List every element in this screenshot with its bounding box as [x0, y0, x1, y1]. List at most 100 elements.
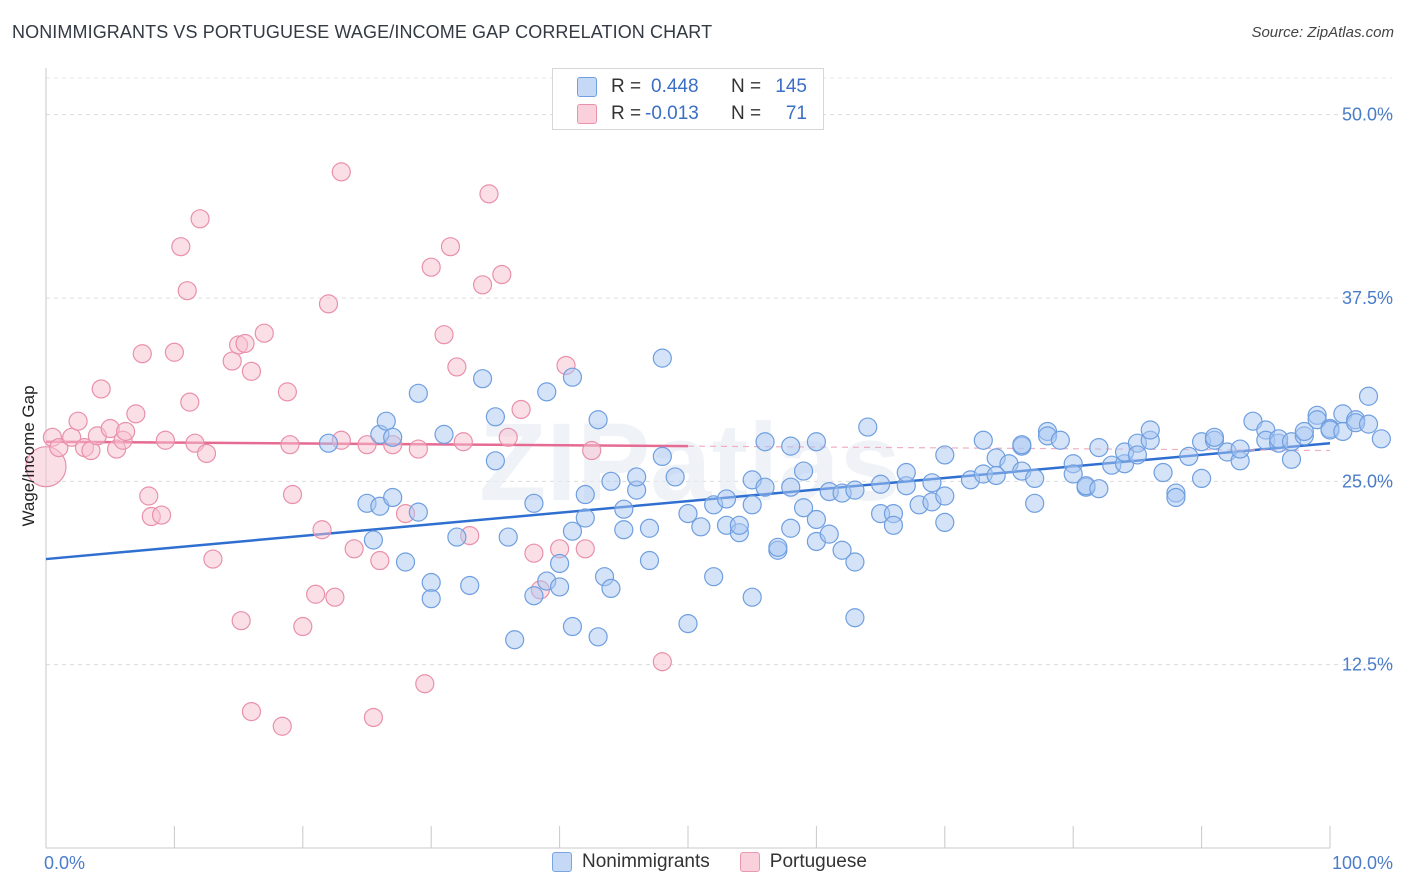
point-nonimmigrants [575, 484, 595, 505]
point-portuguese [498, 427, 518, 447]
legend-row-nonimmigrants: R = 0.448 N = 145 [577, 74, 807, 100]
r-value: -0.013 [645, 103, 699, 124]
legend-item-portuguese[interactable]: Portuguese [739, 851, 867, 873]
point-portuguese [277, 382, 297, 402]
point-nonimmigrants [1191, 468, 1212, 488]
point-portuguese [306, 584, 326, 604]
point-nonimmigrants [1140, 420, 1160, 440]
point-nonimmigrants [1089, 479, 1109, 499]
point-nonimmigrants [1127, 445, 1148, 465]
x-tick-label: 100.0% [1332, 853, 1393, 873]
point-nonimmigrants [806, 509, 827, 530]
x-tick-label: 0.0% [44, 853, 85, 873]
correlation-legend: R = 0.448 N = 145 R = -0.013 N = 71 [552, 68, 824, 130]
point-portuguese [254, 323, 274, 343]
point-nonimmigrants [434, 424, 454, 444]
point-nonimmigrants [781, 436, 801, 456]
point-nonimmigrants [652, 348, 672, 368]
point-nonimmigrants [498, 527, 518, 547]
point-portuguese [180, 392, 200, 412]
point-nonimmigrants [845, 480, 865, 500]
point-portuguese [164, 342, 184, 362]
point-portuguese [91, 379, 111, 399]
y-axis-label: Wage/Income Gap [19, 385, 38, 526]
point-nonimmigrants [421, 572, 441, 593]
point-nonimmigrants [447, 527, 467, 547]
point-nonimmigrants [408, 502, 428, 522]
point-nonimmigrants [845, 552, 865, 572]
point-nonimmigrants [935, 445, 955, 465]
point-portuguese [190, 209, 210, 229]
point-nonimmigrants [318, 433, 339, 453]
point-nonimmigrants [665, 467, 685, 487]
point-portuguese [272, 716, 292, 736]
point-nonimmigrants [819, 524, 839, 544]
source-label: Source: ZipAtlas.com [1251, 24, 1394, 41]
chart-title: NONIMMIGRANTS VS PORTUGUESE WAGE/INCOME … [12, 22, 713, 42]
point-portuguese [155, 430, 176, 450]
point-portuguese [177, 281, 197, 301]
r-value: 0.448 [651, 76, 699, 97]
point-nonimmigrants [922, 473, 942, 493]
point-portuguese [203, 549, 223, 569]
legend-label: Nonimmigrants [582, 851, 710, 872]
point-nonimmigrants [601, 578, 621, 599]
point-nonimmigrants [781, 477, 801, 497]
point-nonimmigrants [376, 411, 396, 431]
point-nonimmigrants [1230, 439, 1250, 459]
point-nonimmigrants [363, 530, 384, 550]
point-nonimmigrants [858, 417, 878, 437]
point-portuguese [318, 294, 339, 314]
point-nonimmigrants [549, 577, 570, 597]
point-portuguese [363, 707, 384, 728]
point-portuguese [116, 421, 136, 442]
point-nonimmigrants [524, 586, 544, 606]
legend-swatch [552, 852, 572, 872]
point-nonimmigrants [1281, 449, 1302, 469]
point-nonimmigrants [1358, 386, 1379, 406]
y-tick-label: 50.0% [1342, 105, 1393, 125]
point-nonimmigrants [408, 383, 428, 403]
n-value: 71 [785, 103, 807, 124]
r-label: R = [611, 76, 642, 97]
point-nonimmigrants [768, 537, 788, 557]
y-tick-label: 37.5% [1342, 288, 1393, 308]
point-portuguese [222, 351, 242, 371]
n-label: N = [731, 103, 762, 124]
point-portuguese [472, 275, 493, 295]
point-nonimmigrants [1153, 462, 1173, 483]
point-nonimmigrants [1371, 429, 1391, 449]
point-portuguese [331, 162, 351, 182]
point-portuguese [440, 237, 461, 257]
point-portuguese [293, 616, 313, 637]
legend-item-nonimmigrants[interactable]: Nonimmigrants [552, 851, 710, 873]
point-portuguese [139, 486, 159, 506]
point-nonimmigrants [639, 518, 660, 538]
point-portuguese [492, 264, 512, 285]
point-portuguese [511, 399, 531, 420]
point-nonimmigrants [1025, 468, 1045, 488]
point-portuguese [132, 344, 152, 364]
point-nonimmigrants [383, 487, 403, 508]
point-portuguese [479, 184, 499, 204]
point-portuguese [421, 257, 441, 277]
point-portuguese [453, 432, 473, 452]
n-value: 145 [775, 76, 807, 97]
point-nonimmigrants [614, 520, 634, 540]
point-nonimmigrants [935, 486, 955, 506]
point-portuguese [171, 237, 191, 257]
point-portuguese [370, 550, 390, 571]
point-nonimmigrants [806, 432, 827, 452]
point-nonimmigrants [627, 467, 647, 487]
point-portuguese [357, 435, 377, 455]
y-tick-label: 25.0% [1342, 471, 1393, 491]
y-tick-label: 12.5% [1342, 655, 1393, 675]
point-nonimmigrants [639, 550, 660, 571]
point-nonimmigrants [575, 508, 595, 528]
point-nonimmigrants [896, 462, 916, 483]
point-portuguese [524, 543, 544, 563]
point-portuguese [241, 361, 262, 381]
point-nonimmigrants [716, 489, 737, 509]
n-label: N = [731, 76, 762, 97]
watermark: ZIPatlas [479, 401, 901, 524]
